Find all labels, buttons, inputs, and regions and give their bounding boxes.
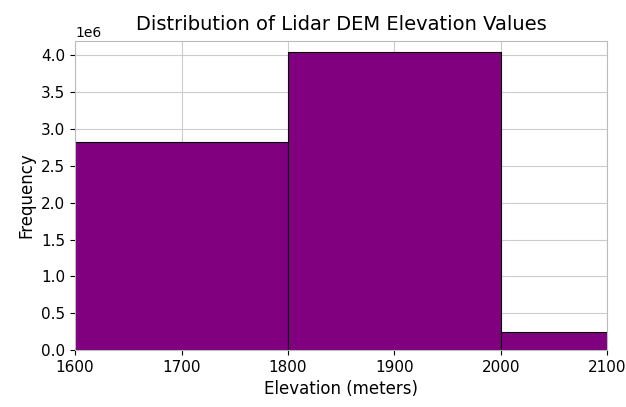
Bar bbox=[501, 332, 607, 350]
X-axis label: Elevation (meters): Elevation (meters) bbox=[264, 380, 418, 398]
Bar bbox=[288, 52, 501, 350]
Title: Distribution of Lidar DEM Elevation Values: Distribution of Lidar DEM Elevation Valu… bbox=[136, 15, 546, 34]
Bar bbox=[75, 142, 288, 350]
Y-axis label: Frequency: Frequency bbox=[18, 153, 36, 238]
